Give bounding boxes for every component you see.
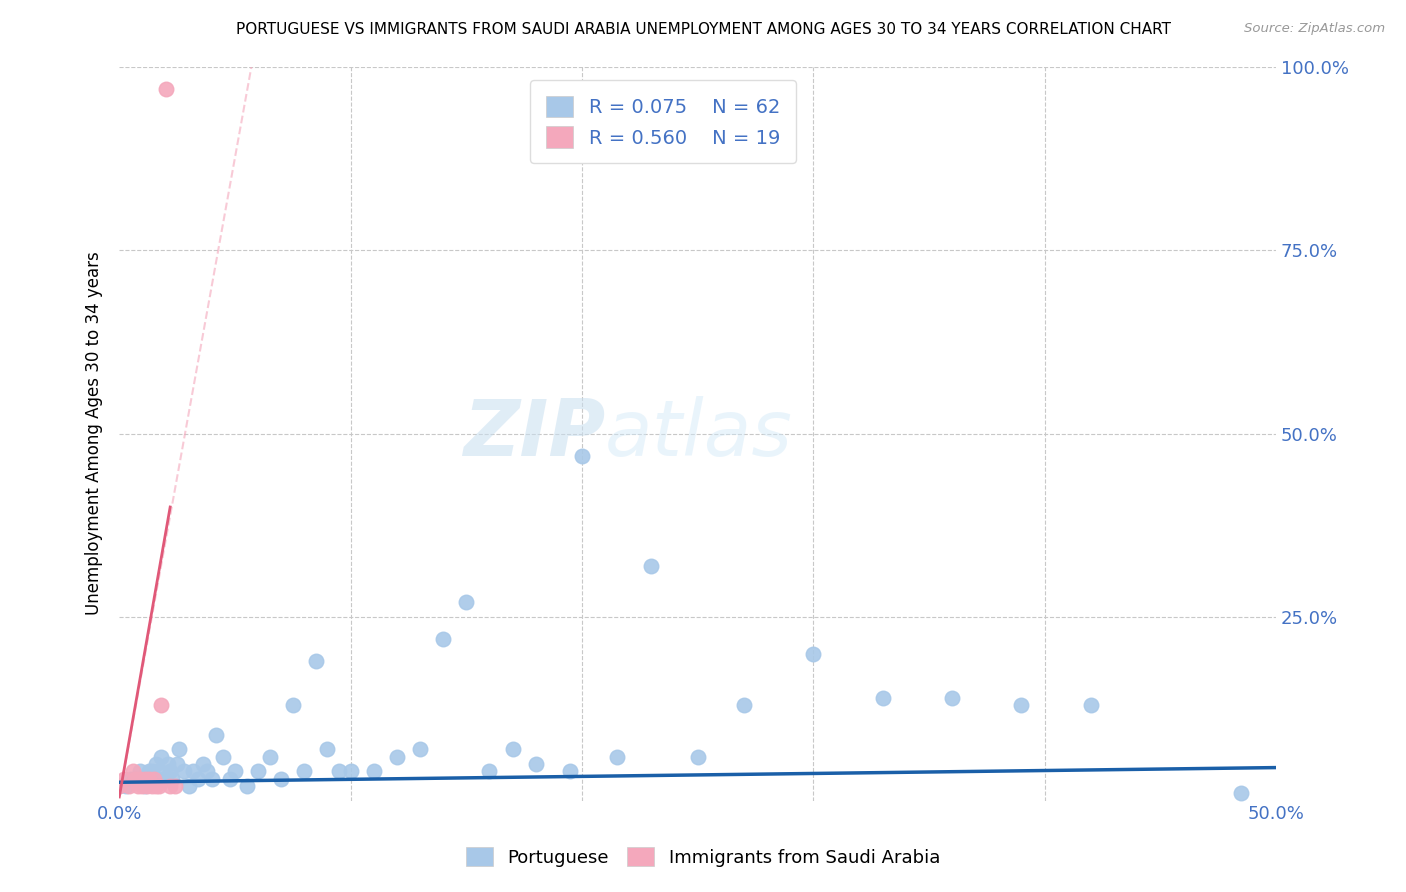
Point bbox=[134, 779, 156, 793]
Point bbox=[155, 81, 177, 95]
Point bbox=[247, 764, 270, 779]
Point bbox=[219, 772, 242, 786]
Point bbox=[117, 779, 139, 793]
Point bbox=[191, 756, 214, 771]
Point bbox=[801, 647, 824, 661]
Point bbox=[156, 756, 179, 771]
Point bbox=[169, 742, 191, 756]
Point bbox=[235, 779, 257, 793]
Point bbox=[502, 742, 524, 756]
Point bbox=[141, 764, 163, 779]
Y-axis label: Unemployment Among Ages 30 to 34 years: Unemployment Among Ages 30 to 34 years bbox=[86, 252, 103, 615]
Point bbox=[138, 772, 160, 786]
Point bbox=[143, 772, 166, 786]
Point bbox=[305, 654, 328, 668]
Point bbox=[195, 764, 218, 779]
Point bbox=[124, 772, 146, 786]
Point bbox=[409, 742, 432, 756]
Text: atlas: atlas bbox=[605, 396, 793, 472]
Point bbox=[143, 772, 166, 786]
Point bbox=[259, 749, 281, 764]
Point bbox=[432, 632, 454, 647]
Text: ZIP: ZIP bbox=[463, 396, 605, 472]
Point bbox=[145, 779, 167, 793]
Point bbox=[187, 772, 209, 786]
Legend: R = 0.075    N = 62, R = 0.560    N = 19: R = 0.075 N = 62, R = 0.560 N = 19 bbox=[530, 80, 796, 163]
Point bbox=[281, 698, 304, 713]
Point bbox=[120, 772, 142, 786]
Point bbox=[205, 727, 228, 741]
Point bbox=[328, 764, 350, 779]
Text: PORTUGUESE VS IMMIGRANTS FROM SAUDI ARABIA UNEMPLOYMENT AMONG AGES 30 TO 34 YEAR: PORTUGUESE VS IMMIGRANTS FROM SAUDI ARAB… bbox=[235, 22, 1171, 37]
Point bbox=[136, 772, 159, 786]
Point bbox=[686, 749, 709, 764]
Point bbox=[124, 772, 146, 786]
Point bbox=[136, 779, 159, 793]
Point bbox=[270, 772, 292, 786]
Point bbox=[115, 779, 138, 793]
Point bbox=[148, 779, 170, 793]
Point bbox=[131, 772, 153, 786]
Point bbox=[127, 779, 149, 793]
Point bbox=[201, 772, 224, 786]
Point bbox=[640, 558, 662, 573]
Point bbox=[456, 595, 478, 609]
Point bbox=[339, 764, 361, 779]
Point bbox=[872, 690, 894, 705]
Point bbox=[163, 779, 186, 793]
Point bbox=[129, 764, 152, 779]
Point bbox=[134, 772, 156, 786]
Text: Source: ZipAtlas.com: Source: ZipAtlas.com bbox=[1244, 22, 1385, 36]
Point bbox=[385, 749, 408, 764]
Point bbox=[138, 764, 160, 779]
Point bbox=[560, 764, 582, 779]
Point bbox=[173, 764, 195, 779]
Point bbox=[292, 764, 315, 779]
Point bbox=[152, 772, 174, 786]
Point bbox=[162, 772, 184, 786]
Point bbox=[181, 764, 204, 779]
Point bbox=[148, 764, 170, 779]
Legend: Portuguese, Immigrants from Saudi Arabia: Portuguese, Immigrants from Saudi Arabia bbox=[458, 840, 948, 874]
Point bbox=[112, 772, 135, 786]
Point bbox=[141, 779, 163, 793]
Point bbox=[363, 764, 385, 779]
Point bbox=[941, 690, 963, 705]
Point bbox=[166, 756, 188, 771]
Point bbox=[149, 749, 172, 764]
Point bbox=[606, 749, 628, 764]
Point bbox=[1011, 698, 1033, 713]
Point bbox=[478, 764, 501, 779]
Point bbox=[159, 779, 181, 793]
Point bbox=[1230, 786, 1253, 800]
Point bbox=[177, 779, 200, 793]
Point bbox=[212, 749, 235, 764]
Point bbox=[316, 742, 339, 756]
Point bbox=[524, 756, 547, 771]
Point bbox=[131, 779, 153, 793]
Point bbox=[1080, 698, 1102, 713]
Point bbox=[224, 764, 246, 779]
Point bbox=[155, 772, 177, 786]
Point bbox=[733, 698, 755, 713]
Point bbox=[122, 764, 145, 779]
Point bbox=[129, 772, 152, 786]
Point bbox=[571, 449, 593, 463]
Point bbox=[108, 779, 131, 793]
Point bbox=[145, 756, 167, 771]
Point bbox=[149, 698, 172, 713]
Point bbox=[108, 779, 131, 793]
Point bbox=[159, 764, 181, 779]
